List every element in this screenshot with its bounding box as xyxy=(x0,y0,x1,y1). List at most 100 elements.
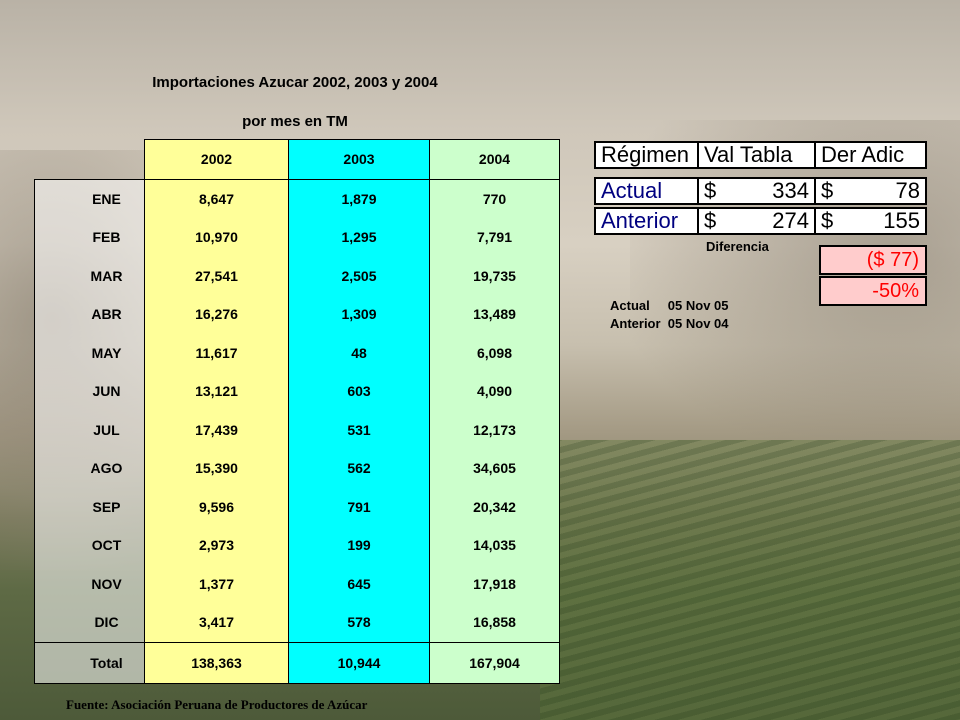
imports-table: 2002 2003 2004 ENE 8,647 1,879 770 FEB 10,970… xyxy=(34,139,560,684)
value-2004-cell: 12,173 xyxy=(429,410,560,449)
month-cell: JUL xyxy=(34,410,145,449)
date-actual-label: Actual xyxy=(610,298,650,313)
val-tabla-cell: $ 274 xyxy=(697,207,816,235)
month-label: OCT xyxy=(91,537,122,554)
value-2004-cell: 6,098 xyxy=(429,333,560,372)
month-cell: SEP xyxy=(34,487,145,526)
month-label: DIC xyxy=(94,614,119,631)
value-2003-cell: 1,309 xyxy=(288,295,430,334)
value-2002-cell: 27,541 xyxy=(144,256,289,295)
month-label: ENE xyxy=(92,190,121,207)
value-2003-cell: 531 xyxy=(288,410,430,449)
table-row: OCT 2,973 199 14,035 xyxy=(34,526,560,565)
table-row: AGO 15,390 562 34,605 xyxy=(34,449,560,488)
table-header-row: 2002 2003 2004 xyxy=(35,139,560,180)
value-2004-cell: 7,791 xyxy=(429,218,560,257)
value-2003-cell: 645 xyxy=(288,564,430,603)
val-tabla-value: 334 xyxy=(772,178,809,203)
value-2004-cell: 20,342 xyxy=(429,487,560,526)
diferencia-money: ($ 77) xyxy=(819,245,927,275)
value-2004-cell: 4,090 xyxy=(429,372,560,411)
table-row: JUN 13,121 603 4,090 xyxy=(34,372,560,411)
currency-sign: $ xyxy=(821,178,834,203)
table-row: JUL 17,439 531 12,173 xyxy=(34,410,560,449)
table-row: ABR 16,276 1,309 13,489 xyxy=(34,295,560,334)
value-2002-cell: 16,276 xyxy=(144,295,289,334)
source-note: Fuente: Asociación Peruana de Productore… xyxy=(66,697,368,712)
value-2003-cell: 1,295 xyxy=(288,218,430,257)
table-row: MAR 27,541 2,505 19,735 xyxy=(34,256,560,295)
value-2002-cell: 3,417 xyxy=(144,603,289,642)
month-label: ABR xyxy=(91,306,122,323)
val-tabla-value: 274 xyxy=(772,208,809,233)
month-cell: ENE xyxy=(34,178,145,218)
diferencia-percent: -50% xyxy=(819,276,927,306)
month-cell: MAR xyxy=(34,256,145,295)
table-row: MAY 11,617 48 6,098 xyxy=(34,333,560,372)
month-cell: OCT xyxy=(34,526,145,565)
month-label: JUN xyxy=(92,383,121,400)
value-2003-cell: 2,505 xyxy=(288,256,430,295)
month-cell: MAY xyxy=(34,333,145,372)
month-label: MAR xyxy=(90,267,123,284)
currency-sign: $ xyxy=(821,208,834,233)
total-label: Total xyxy=(90,654,123,671)
table-total-row: Total 138,363 10,944 167,904 xyxy=(34,641,560,684)
regimen-row-anterior: Anterior $ 274 $ 155 xyxy=(594,207,927,235)
table-body: ENE 8,647 1,879 770 FEB 10,970 1,295 7,791 MAR 27… xyxy=(34,178,560,684)
total-label-cell: Total xyxy=(34,641,145,684)
month-cell: AGO xyxy=(34,449,145,488)
value-2002-cell: 8,647 xyxy=(144,178,289,218)
der-adic-cell: $ 78 xyxy=(814,177,927,205)
header-2002: 2002 xyxy=(144,139,289,179)
table-row: SEP 9,596 791 20,342 xyxy=(34,487,560,526)
diferencia-label: Diferencia xyxy=(706,239,769,254)
value-2002-cell: 15,390 xyxy=(144,449,289,488)
der-adic-header-cell: Der Adic xyxy=(814,141,927,169)
value-2002-cell: 13,121 xyxy=(144,372,289,411)
date-anterior-label: Anterior xyxy=(610,316,661,331)
value-2004-cell: 770 xyxy=(429,178,560,218)
month-label: AGO xyxy=(90,460,123,477)
background-field xyxy=(540,440,960,720)
date-anterior: Anterior 05 Nov 04 xyxy=(610,316,729,331)
value-2002-cell: 17,439 xyxy=(144,410,289,449)
date-actual-value: 05 Nov 05 xyxy=(667,298,729,313)
date-anterior-value: 05 Nov 04 xyxy=(667,316,729,331)
der-adic-value: 155 xyxy=(883,208,920,233)
regimen-row-label: Anterior xyxy=(594,207,699,235)
value-2003-cell: 199 xyxy=(288,526,430,565)
der-adic-cell: $ 155 xyxy=(814,207,927,235)
month-label: SEP xyxy=(92,498,121,515)
value-2004-cell: 16,858 xyxy=(429,603,560,642)
currency-sign: $ xyxy=(704,178,717,203)
value-2002-cell: 9,596 xyxy=(144,487,289,526)
value-2004-cell: 167,904 xyxy=(429,641,560,684)
regimen-header-cell: Régimen xyxy=(594,141,699,169)
month-label: FEB xyxy=(92,229,121,246)
month-label: NOV xyxy=(91,575,122,592)
month-label: MAY xyxy=(91,344,122,361)
month-label: JUL xyxy=(93,421,120,438)
value-2002-cell: 1,377 xyxy=(144,564,289,603)
regimen-row-actual: Actual $ 334 $ 78 xyxy=(594,177,927,205)
month-cell: ABR xyxy=(34,295,145,334)
month-cell: NOV xyxy=(34,564,145,603)
header-blank-cell xyxy=(35,140,145,180)
der-adic-value: 78 xyxy=(895,178,920,203)
value-2003-cell: 562 xyxy=(288,449,430,488)
value-2003-cell: 10,944 xyxy=(288,641,430,684)
table-row: ENE 8,647 1,879 770 xyxy=(34,178,560,218)
regimen-row-label: Actual xyxy=(594,177,699,205)
header-2004: 2004 xyxy=(429,139,560,179)
value-2004-cell: 19,735 xyxy=(429,256,560,295)
regimen-header: Régimen Val Tabla Der Adic xyxy=(594,141,927,169)
month-cell: JUN xyxy=(34,372,145,411)
value-2003-cell: 1,879 xyxy=(288,178,430,218)
value-2003-cell: 603 xyxy=(288,372,430,411)
value-2003-cell: 791 xyxy=(288,487,430,526)
value-2002-cell: 2,973 xyxy=(144,526,289,565)
val-tabla-header-cell: Val Tabla xyxy=(697,141,816,169)
value-2004-cell: 14,035 xyxy=(429,526,560,565)
table-row: NOV 1,377 645 17,918 xyxy=(34,564,560,603)
